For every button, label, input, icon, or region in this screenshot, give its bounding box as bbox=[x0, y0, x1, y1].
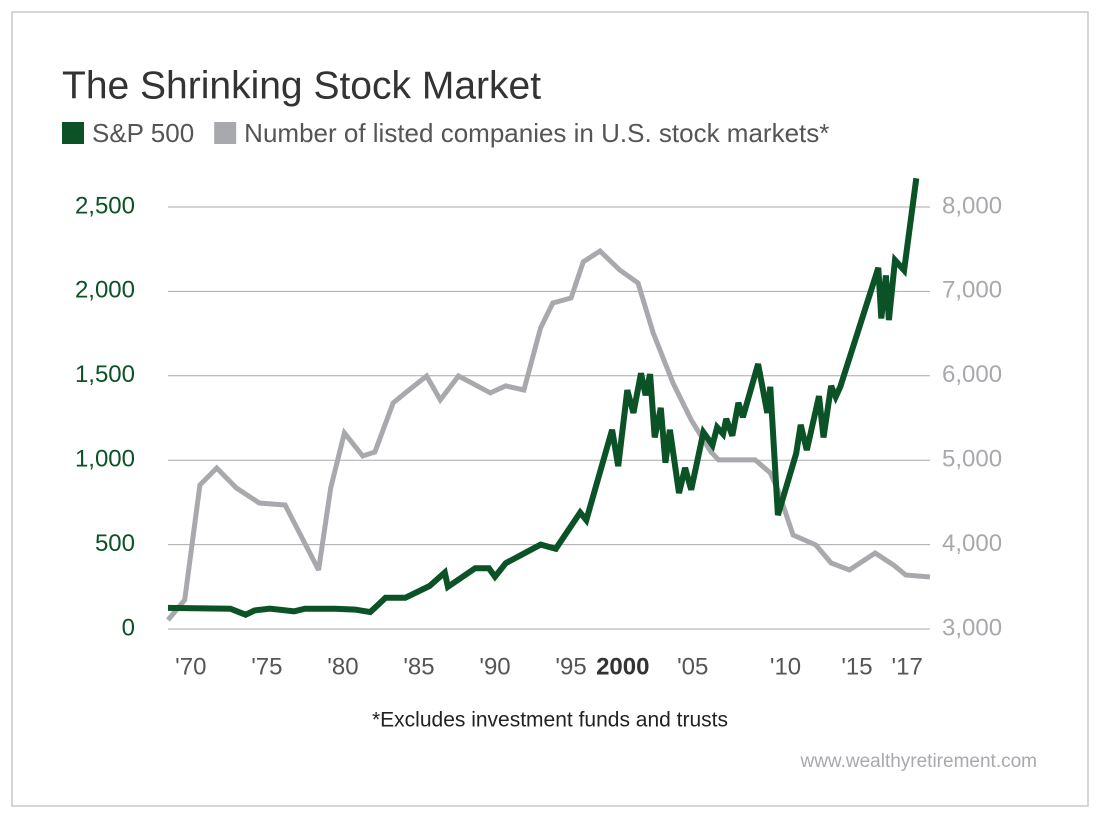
y2-tick-label: 3,000 bbox=[942, 614, 1002, 641]
x-tick-label: '85 bbox=[403, 653, 434, 680]
x-tick-label: '15 bbox=[841, 653, 872, 680]
x-tick-label: '05 bbox=[677, 653, 708, 680]
series-line bbox=[167, 177, 920, 618]
x-tick-label: '95 bbox=[555, 653, 586, 680]
legend-swatch bbox=[62, 122, 84, 144]
y2-tick-label: 8,000 bbox=[942, 192, 1002, 219]
x-tick-label: '17 bbox=[892, 653, 923, 680]
legend-swatch bbox=[214, 122, 237, 144]
x-tick-label: 2000 bbox=[596, 653, 649, 680]
y2-tick-label: 4,000 bbox=[942, 530, 1002, 557]
legend-label: Number of listed companies in U.S. stock… bbox=[244, 118, 829, 148]
source: www.wealthyretirement.com bbox=[799, 751, 1037, 772]
y-tick-label: 2,000 bbox=[75, 277, 135, 304]
y-tick-label: 500 bbox=[95, 530, 135, 557]
y-tick-label: 1,000 bbox=[75, 446, 135, 473]
y-tick-label: 0 bbox=[122, 614, 135, 641]
y2-tick-label: 7,000 bbox=[942, 277, 1002, 304]
legend-label: S&P 500 bbox=[92, 118, 194, 148]
x-tick-label: '90 bbox=[479, 653, 510, 680]
y2-tick-label: 6,000 bbox=[942, 361, 1002, 388]
series-line bbox=[166, 247, 931, 622]
footnote: *Excludes investment funds and trusts bbox=[372, 709, 728, 732]
y-tick-label: 2,500 bbox=[75, 192, 135, 219]
x-tick-label: '70 bbox=[175, 653, 206, 680]
frame bbox=[11, 11, 1089, 807]
y2-tick-label: 5,000 bbox=[942, 446, 1002, 473]
x-tick-label: '10 bbox=[770, 653, 801, 680]
chart-title: The Shrinking Stock Market bbox=[62, 64, 541, 107]
x-tick-label: '75 bbox=[251, 653, 282, 680]
y-tick-label: 1,500 bbox=[75, 361, 135, 388]
x-tick-label: '80 bbox=[327, 653, 358, 680]
